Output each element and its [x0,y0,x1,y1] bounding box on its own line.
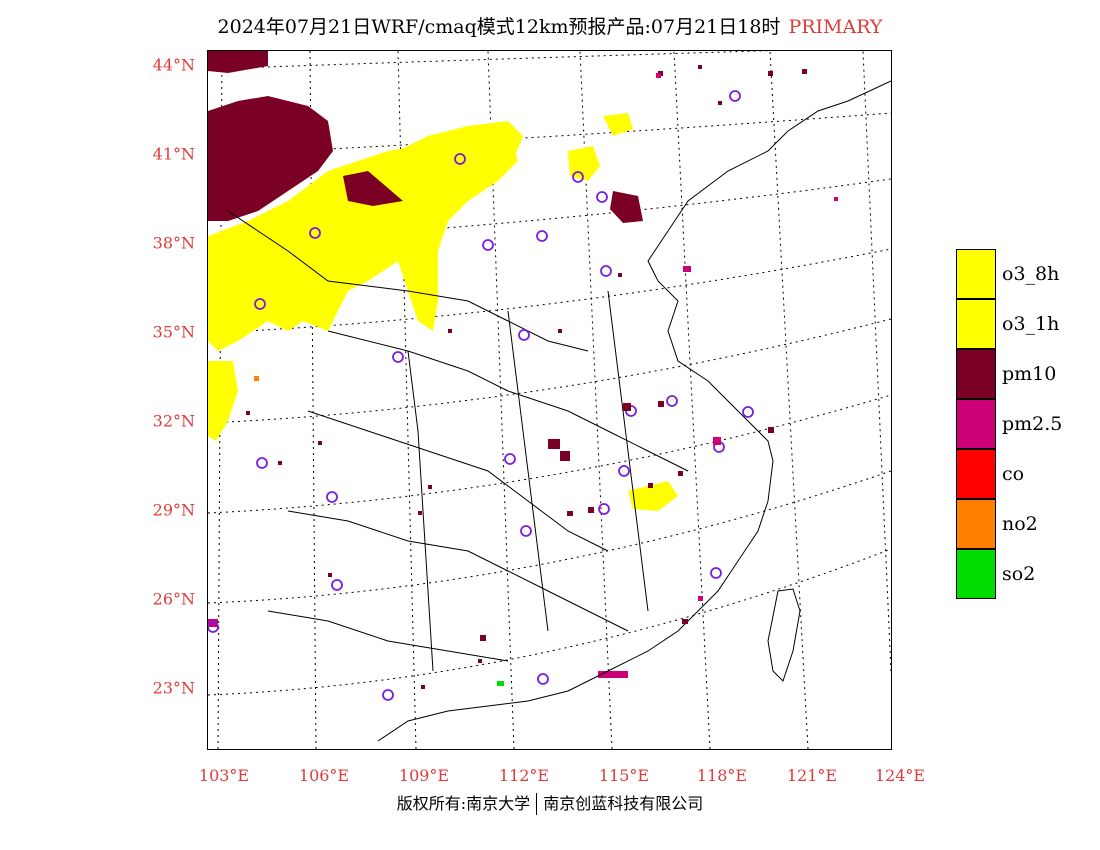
legend-swatch [956,299,996,349]
boundaries [227,80,892,742]
copyright-footer: 版权所有:南京大学 南京创蓝科技有限公司 [0,790,1100,815]
station-marker [572,171,584,183]
map-title-main: 2024年07月21日WRF/cmaq模式12km预报产品:07月21日18时 [217,16,781,38]
lat-label-38: 38°N [152,233,195,253]
station-marker [537,673,549,685]
station-marker [536,230,548,242]
map-canvas [207,46,892,750]
station-marker [598,503,610,515]
o3-field-northeast [378,121,523,201]
station-marker [254,298,266,310]
stations [207,90,754,701]
station-marker [596,191,608,203]
legend-swatch [956,399,996,449]
legend-label: o3_1h [1002,313,1060,335]
legend-label: co [1002,463,1025,485]
station-marker [666,395,678,407]
legend-label: pm10 [1002,363,1057,385]
scattered-cells [246,65,838,689]
pm25-field-south [598,671,628,678]
footer-divider [536,793,538,815]
pollution-fields [208,51,678,686]
lat-label-26: 26°N [152,589,195,609]
station-marker [618,465,630,477]
pm10-field-top [208,51,268,73]
lat-label-32: 32°N [152,411,195,431]
so2-cell-south [497,681,504,686]
copyright-left: 版权所有:南京大学 [396,794,531,813]
lon-label-118: 118°E [696,766,748,785]
station-marker [256,457,268,469]
lat-label-29: 29°N [152,500,195,520]
legend-label: no2 [1002,513,1038,535]
station-marker [382,689,394,701]
station-marker [600,265,612,277]
lat-label-35: 35°N [152,322,195,342]
map-title-tag: PRIMARY [788,16,883,38]
pm25-cell-west [208,619,218,627]
station-marker [710,567,722,579]
lon-label-115: 115°E [598,766,650,785]
station-marker [392,351,404,363]
pm10-field-inner [343,171,403,206]
legend-swatch [956,249,996,299]
legend-label: o3_8h [1002,263,1060,285]
pm10-field-northwest [208,96,333,221]
lon-label-103: 103°E [198,766,250,785]
o3-field-bohai [603,113,633,136]
map-title: 2024年07月21日WRF/cmaq模式12km预报产品:07月21日18时 P… [0,12,1100,39]
legend-label: pm2.5 [1002,413,1063,435]
map-panel [207,46,892,750]
station-marker [326,491,338,503]
pm10-field-beijing [610,191,643,223]
province-lines [227,210,689,672]
legend-swatch [956,349,996,399]
legend-label: so2 [1002,563,1036,585]
station-marker [742,406,754,418]
station-marker [520,525,532,537]
station-marker [331,579,343,591]
lon-label-106: 106°E [298,766,350,785]
station-marker [482,239,494,251]
lon-label-121: 121°E [786,766,838,785]
lon-label-109: 109°E [398,766,450,785]
legend-swatch [956,449,996,499]
lon-label-124: 124°E [874,766,926,785]
station-marker [504,453,516,465]
station-marker [309,227,321,239]
lat-label-41: 41°N [152,144,195,164]
station-marker [207,621,219,633]
lat-label-44: 44°N [152,55,195,75]
legend-swatch [956,499,996,549]
station-marker [518,329,530,341]
lat-label-23: 23°N [152,678,195,698]
o3-field-jiangxi [628,481,678,511]
copyright-right: 南京创蓝科技有限公司 [543,794,704,813]
legend-swatch [956,549,996,599]
coastline [377,80,892,742]
o3-field-sw [208,361,238,441]
taiwan-island [767,588,801,682]
station-marker [454,153,466,165]
no2-cell-west [254,376,259,381]
lon-label-112: 112°E [498,766,550,785]
station-marker [729,90,741,102]
